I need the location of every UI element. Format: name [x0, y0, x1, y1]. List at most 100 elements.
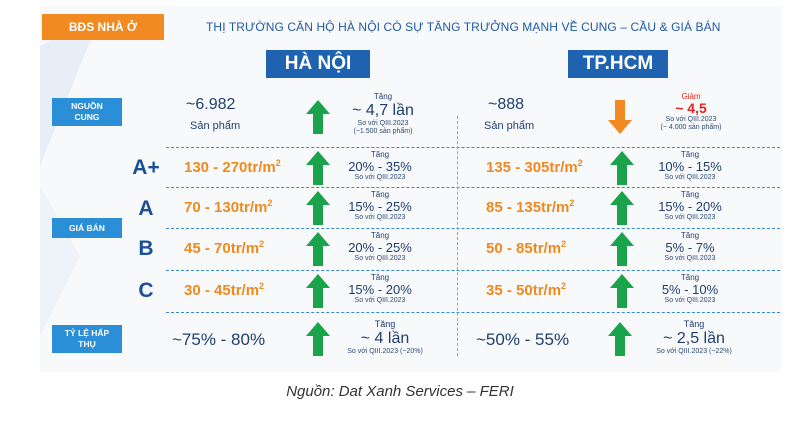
hn-supply-change-label: Tăng — [373, 92, 393, 101]
hn-price-change-label: Tăng — [370, 190, 390, 199]
hn-supply-change: Tăng ~ 4,7 lần So với QIII.2023 (~1.500 … — [340, 92, 426, 136]
hn-supply-note1: So với QIII.2023 — [357, 120, 409, 127]
up-arrow-icon — [306, 191, 330, 225]
hcm-price-range-text: 50 - 85tr/m — [486, 240, 562, 257]
row-separator — [166, 187, 780, 188]
hcm-absorption-value: ~50% - 55% — [476, 330, 570, 349]
grade-c: C — [138, 279, 154, 302]
hn-price-change-value: 20% - 25% — [348, 240, 412, 255]
hcm-price-change-label: Tăng — [680, 273, 700, 282]
hn-price-note: So với QIII.2023 — [354, 297, 406, 304]
up-arrow-icon — [306, 274, 330, 308]
hcm-absorption-note: So với QIII.2023 (~22%) — [656, 348, 732, 355]
hcm-price-range-text: 35 - 50tr/m — [486, 282, 562, 299]
hcm-price-change: Tăng 15% - 20% So với QIII.2023 — [650, 190, 730, 222]
hcm-supply-note1: So với QIII.2023 — [665, 116, 717, 123]
hcm-price-change-value: 15% - 20% — [658, 199, 722, 214]
hn-price-change-value: 15% - 20% — [348, 282, 412, 297]
hn-supply-change-value: ~ 4,7 lần — [352, 102, 414, 119]
hcm-price-note: So với QIII.2023 — [664, 297, 716, 304]
label-price: GIÁ BÁN — [52, 218, 122, 238]
hn-price-note: So với QIII.2023 — [354, 255, 406, 262]
hn-price-range: 130 - 270tr/m2 — [184, 158, 281, 176]
hn-price-change: Tăng 20% - 25% So với QIII.2023 — [340, 231, 420, 263]
hcm-supply-unit: Sản phẩm — [484, 120, 535, 132]
hcm-supply-value: ~888 — [488, 96, 525, 113]
city-header-hanoi: HÀ NỘI — [266, 50, 370, 78]
row-separator — [166, 312, 780, 313]
grade-a: A — [138, 197, 154, 220]
unit-exponent: 2 — [275, 158, 281, 168]
hcm-supply-change-label: Giảm — [681, 92, 701, 101]
decorative-background-shape — [40, 16, 100, 336]
hcm-price-range: 85 - 135tr/m2 — [486, 198, 574, 216]
hcm-price-note: So với QIII.2023 — [664, 174, 716, 181]
up-arrow-icon — [610, 232, 634, 266]
hn-price-note: So với QIII.2023 — [354, 174, 406, 181]
hcm-price-change-value: 5% - 10% — [661, 282, 719, 297]
label-supply-text: NGUỒN CUNG — [71, 101, 103, 122]
up-arrow-icon — [610, 274, 634, 308]
hn-price-change: Tăng 20% - 35% So với QIII.2023 — [340, 150, 420, 182]
label-supply: NGUỒN CUNG — [52, 98, 122, 126]
hn-price-change-label: Tăng — [370, 273, 390, 282]
up-arrow-icon — [306, 100, 330, 134]
up-arrow-icon — [306, 322, 330, 356]
hcm-absorption-change: Tăng ~ 2,5 lần So với QIII.2023 (~22%) — [646, 320, 742, 356]
grade-b: B — [138, 237, 154, 260]
row-separator — [166, 147, 780, 148]
hn-price-change: Tăng 15% - 25% So với QIII.2023 — [340, 190, 420, 222]
hn-price-change-label: Tăng — [370, 150, 390, 159]
hn-price-range: 70 - 130tr/m2 — [184, 198, 272, 216]
hcm-absorption-change-value: ~ 2,5 lần — [663, 330, 725, 347]
unit-exponent: 2 — [259, 281, 265, 291]
column-separator — [457, 116, 458, 356]
city-header-hcm: TP.HCM — [568, 50, 668, 78]
hn-supply-value: ~6.982 — [186, 96, 236, 113]
hn-price-change: Tăng 15% - 20% So với QIII.2023 — [340, 273, 420, 305]
hcm-price-change-label: Tăng — [680, 231, 700, 240]
hn-price-range-text: 30 - 45tr/m — [184, 282, 260, 299]
hn-price-range: 30 - 45tr/m2 — [184, 281, 264, 299]
hn-absorption-change-label: Tăng — [374, 319, 396, 329]
hn-supply-unit: Sản phẩm — [190, 120, 241, 132]
unit-exponent: 2 — [259, 239, 265, 249]
hcm-supply-note2: (~ 4.000 sản phẩm) — [660, 124, 722, 131]
hn-price-change-value: 15% - 25% — [348, 199, 412, 214]
down-arrow-icon — [608, 100, 632, 134]
up-arrow-icon — [306, 151, 330, 185]
hn-absorption-note: So với QIII.2023 (~20%) — [347, 348, 423, 355]
hcm-price-range: 135 - 305tr/m2 — [486, 158, 583, 176]
hcm-absorption-change-label: Tăng — [683, 319, 705, 329]
unit-exponent: 2 — [561, 281, 567, 291]
label-absorption-text: TỶ LỆ HẤP THỤ — [64, 328, 110, 349]
grade-a-plus: A+ — [132, 156, 160, 179]
row-separator — [166, 270, 780, 271]
unit-exponent: 2 — [267, 198, 273, 208]
hcm-price-note: So với QIII.2023 — [664, 255, 716, 262]
hcm-price-change: Tăng 5% - 10% So với QIII.2023 — [650, 273, 730, 305]
hn-absorption-change-value: ~ 4 lần — [360, 330, 410, 347]
up-arrow-icon — [610, 151, 634, 185]
hcm-price-range: 35 - 50tr/m2 — [486, 281, 566, 299]
hn-absorption-change: Tăng ~ 4 lần So với QIII.2023 (~20%) — [340, 320, 430, 356]
hcm-price-change-value: 5% - 7% — [665, 240, 715, 255]
hcm-price-change: Tăng 10% - 15% So với QIII.2023 — [650, 150, 730, 182]
hn-price-range-text: 130 - 270tr/m — [184, 159, 276, 176]
hcm-supply-change-value: ~ 4,5 — [675, 100, 707, 116]
hcm-price-change-value: 10% - 15% — [658, 159, 722, 174]
up-arrow-icon — [608, 322, 632, 356]
up-arrow-icon — [306, 232, 330, 266]
hn-absorption-value: ~75% - 80% — [172, 330, 266, 349]
source-caption: Nguồn: Dat Xanh Services – FERI — [286, 383, 514, 400]
hcm-price-range: 50 - 85tr/m2 — [486, 239, 566, 257]
hn-price-range-text: 45 - 70tr/m — [184, 240, 260, 257]
hcm-price-range-text: 85 - 135tr/m — [486, 199, 570, 216]
hn-price-change-label: Tăng — [370, 231, 390, 240]
page-title: THỊ TRƯỜNG CĂN HỘ HÀ NỘI CÓ SỰ TĂNG TRƯỞ… — [206, 20, 721, 34]
hcm-supply-change: Giảm ~ 4,5 So với QIII.2023 (~ 4.000 sản… — [648, 92, 734, 132]
hn-price-range-text: 70 - 130tr/m — [184, 199, 268, 216]
row-separator — [166, 228, 780, 229]
up-arrow-icon — [610, 191, 634, 225]
